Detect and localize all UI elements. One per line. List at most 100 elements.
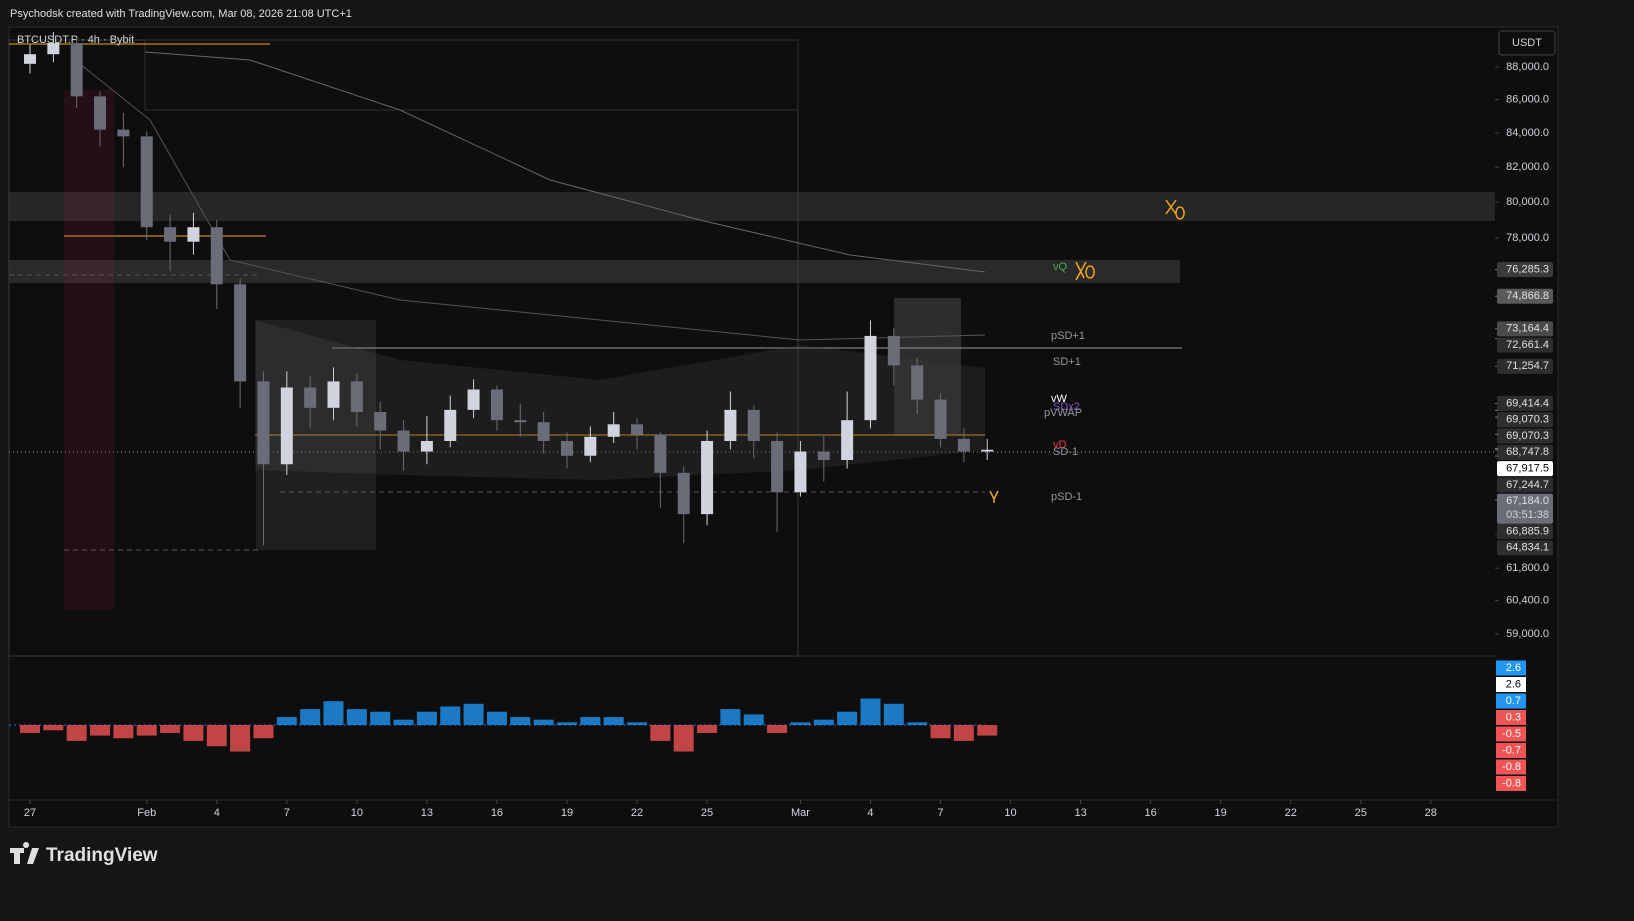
candle-body [164, 227, 177, 242]
x-tick-label: 7 [284, 807, 290, 819]
histogram-bar [183, 725, 204, 741]
y-tick-label: 82,000.0 [1506, 161, 1549, 173]
annotation: pSD+1 [1051, 330, 1085, 342]
price-tag [1497, 358, 1553, 374]
price-tag-label: 68,747.8 [1506, 446, 1549, 458]
currency-button[interactable] [1498, 30, 1556, 56]
logo: TradingView [10, 842, 158, 866]
price-tag [1497, 461, 1553, 477]
zone [9, 260, 1180, 283]
annotation: vQ [1053, 261, 1068, 273]
logo-text: TradingView [46, 845, 158, 866]
price-tag-label: 64,834.1 [1506, 542, 1549, 554]
countdown: 03:51:38 [1506, 509, 1549, 521]
x-tick-label: 10 [351, 807, 363, 819]
candle-body [584, 436, 597, 456]
candle-body [887, 335, 900, 366]
x-tick-label: 7 [937, 807, 943, 819]
candle-body [397, 430, 410, 452]
y-tick-label: 84,000.0 [1506, 127, 1549, 139]
candle-body [374, 411, 387, 431]
currency-label[interactable]: USDT [1512, 37, 1542, 49]
candle-body [490, 389, 503, 421]
histogram-bar [790, 722, 811, 725]
drawing [1075, 261, 1095, 281]
x-tick-label: 19 [561, 807, 573, 819]
annotation: vD [1053, 439, 1067, 451]
x-tick-label: 16 [1145, 807, 1157, 819]
candle-body [257, 381, 270, 465]
annotation: SD-1 [1053, 446, 1078, 458]
price-tag-label: 76,285.3 [1506, 264, 1549, 276]
histogram-bar [300, 709, 321, 725]
annotation: pVWAP [1044, 407, 1082, 419]
histogram-bar [370, 711, 391, 725]
histogram-bar [580, 717, 601, 725]
histogram-bar [440, 706, 461, 725]
candle-body [817, 451, 830, 460]
annotations: vQ pSD+1 SD+1 vW SDx2 pVWAP vD SD-1 pSD-… [1044, 261, 1085, 503]
candle-body [747, 409, 760, 441]
y-tick-label: 78,000.0 [1506, 232, 1549, 244]
histogram-bar [556, 722, 577, 725]
indicator-tag [1496, 660, 1526, 676]
candle-body [841, 420, 854, 460]
histogram-bar [510, 717, 531, 725]
price-tag [1497, 412, 1553, 428]
price-tag-label: 74,866.8 [1506, 290, 1549, 302]
y-tick-label: 60,400.0 [1506, 595, 1549, 607]
histogram-bar [767, 725, 788, 733]
x-tick-label: 4 [867, 807, 873, 819]
indicator-tag [1496, 677, 1526, 692]
candle-body [864, 335, 877, 421]
candle-body [677, 472, 690, 515]
candle-body [560, 440, 573, 456]
zone [894, 298, 961, 436]
histogram-bar [907, 722, 928, 725]
histogram-bar [276, 717, 297, 725]
vwap-band [255, 320, 985, 480]
indicator-tag-label: 0.7 [1506, 695, 1521, 707]
annotation: SD+1 [1053, 356, 1081, 368]
indicator-tag-label: -0.8 [1502, 761, 1521, 773]
price-tag [1497, 262, 1553, 278]
histogram-bar [416, 711, 437, 725]
indicator-tag-label: -0.5 [1502, 728, 1521, 740]
price-tag-label: 69,070.3 [1506, 414, 1549, 426]
histogram-bar [20, 725, 41, 733]
candle-body [47, 43, 60, 55]
candle-body [94, 96, 107, 130]
candle-body [794, 451, 807, 493]
price-tag [1497, 321, 1553, 337]
histogram-bar [393, 719, 414, 725]
histogram-bar [43, 725, 64, 731]
annotation: SDx2 [1053, 401, 1080, 413]
x-tick-label: 25 [1355, 807, 1367, 819]
x-tick-label: 13 [1074, 807, 1086, 819]
histogram-bar [463, 703, 484, 725]
candle-body [631, 424, 644, 435]
price-tag-label: 67,917.5 [1506, 463, 1549, 475]
price-tag [1497, 524, 1553, 540]
histogram-bar [323, 701, 344, 725]
x-tick-label: 27 [24, 807, 36, 819]
x-tick-label: 19 [1215, 807, 1227, 819]
histogram-bar [953, 725, 974, 741]
price-tag [1497, 444, 1553, 460]
price-tag [1497, 540, 1553, 556]
price-tag-label: 69,070.3 [1506, 430, 1549, 442]
indicator-tag [1496, 693, 1526, 709]
x-tick-label: 13 [421, 807, 433, 819]
drawing [989, 490, 999, 503]
x-tick-label: 28 [1425, 807, 1437, 819]
zone [9, 192, 1495, 221]
histogram-bar [837, 711, 858, 725]
candle-body [981, 449, 994, 452]
histogram-bar [253, 725, 274, 739]
indicator-tag [1496, 743, 1526, 758]
candle-body [304, 387, 317, 408]
x-tick-label: 25 [701, 807, 713, 819]
candle-body [654, 434, 667, 473]
x-tick-label: 10 [1004, 807, 1016, 819]
